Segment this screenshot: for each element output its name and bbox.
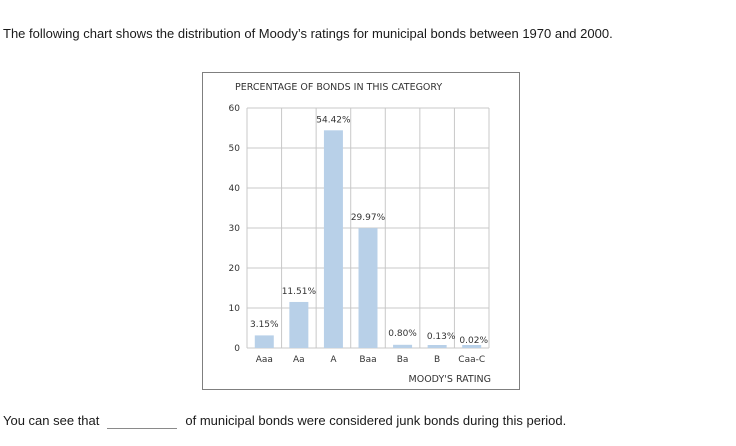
chart-title: PERCENTAGE OF BONDS IN THIS CATEGORY <box>235 82 442 93</box>
bar <box>289 301 309 348</box>
x-tick-label: A <box>330 355 337 365</box>
y-tick-label: 20 <box>229 264 241 274</box>
data-label: 0.02% <box>459 336 488 346</box>
y-tick-label: 30 <box>229 224 241 234</box>
data-label: 29.97% <box>351 213 386 223</box>
data-label: 0.13% <box>427 332 456 342</box>
y-tick-label: 0 <box>234 344 240 354</box>
y-tick-label: 10 <box>229 304 241 314</box>
bar-chart-svg: PERCENTAGE OF BONDS IN THIS CATEGORY 3.1… <box>229 82 491 385</box>
x-tick-label: B <box>434 355 440 365</box>
x-tick-label: Ba <box>397 355 409 365</box>
x-axis-title: MOODY'S RATING <box>409 374 491 385</box>
x-tick-label: Aaa <box>256 355 273 365</box>
x-tick-label: Caa-C <box>458 355 485 365</box>
data-label: 0.80% <box>388 329 417 339</box>
grid-lines <box>246 107 490 349</box>
bar <box>358 228 378 348</box>
y-tick-label: 60 <box>229 104 241 114</box>
y-tick-label: 50 <box>229 144 241 154</box>
data-label: 3.15% <box>250 320 279 330</box>
question-prefix: You can see that <box>3 413 100 428</box>
bar <box>427 345 447 348</box>
axis-labels: 0 10 20 30 40 50 60 Aaa Aa A Baa Ba B Caa-C <box>229 104 486 365</box>
answer-blank-input[interactable] <box>107 413 178 429</box>
intro-text: The following chart shows the distributi… <box>3 26 613 41</box>
bar <box>323 130 343 348</box>
ratings-chart: PERCENTAGE OF BONDS IN THIS CATEGORY 3.1… <box>202 72 520 390</box>
x-tick-label: Aa <box>293 355 305 365</box>
data-label: 54.42% <box>316 115 351 125</box>
bars <box>254 130 482 348</box>
data-label: 11.51% <box>282 287 317 297</box>
bar <box>462 345 482 348</box>
question-suffix: of municipal bonds were considered junk … <box>185 413 567 428</box>
bar <box>393 344 413 348</box>
question-sentence: You can see that of municipal bonds were… <box>3 413 566 429</box>
bar <box>254 335 274 348</box>
data-labels: 3.15% 11.51% 54.42% 29.97% 0.80% 0.13% 0.02% <box>250 115 488 346</box>
x-tick-label: Baa <box>359 355 376 365</box>
y-tick-label: 40 <box>229 184 241 194</box>
